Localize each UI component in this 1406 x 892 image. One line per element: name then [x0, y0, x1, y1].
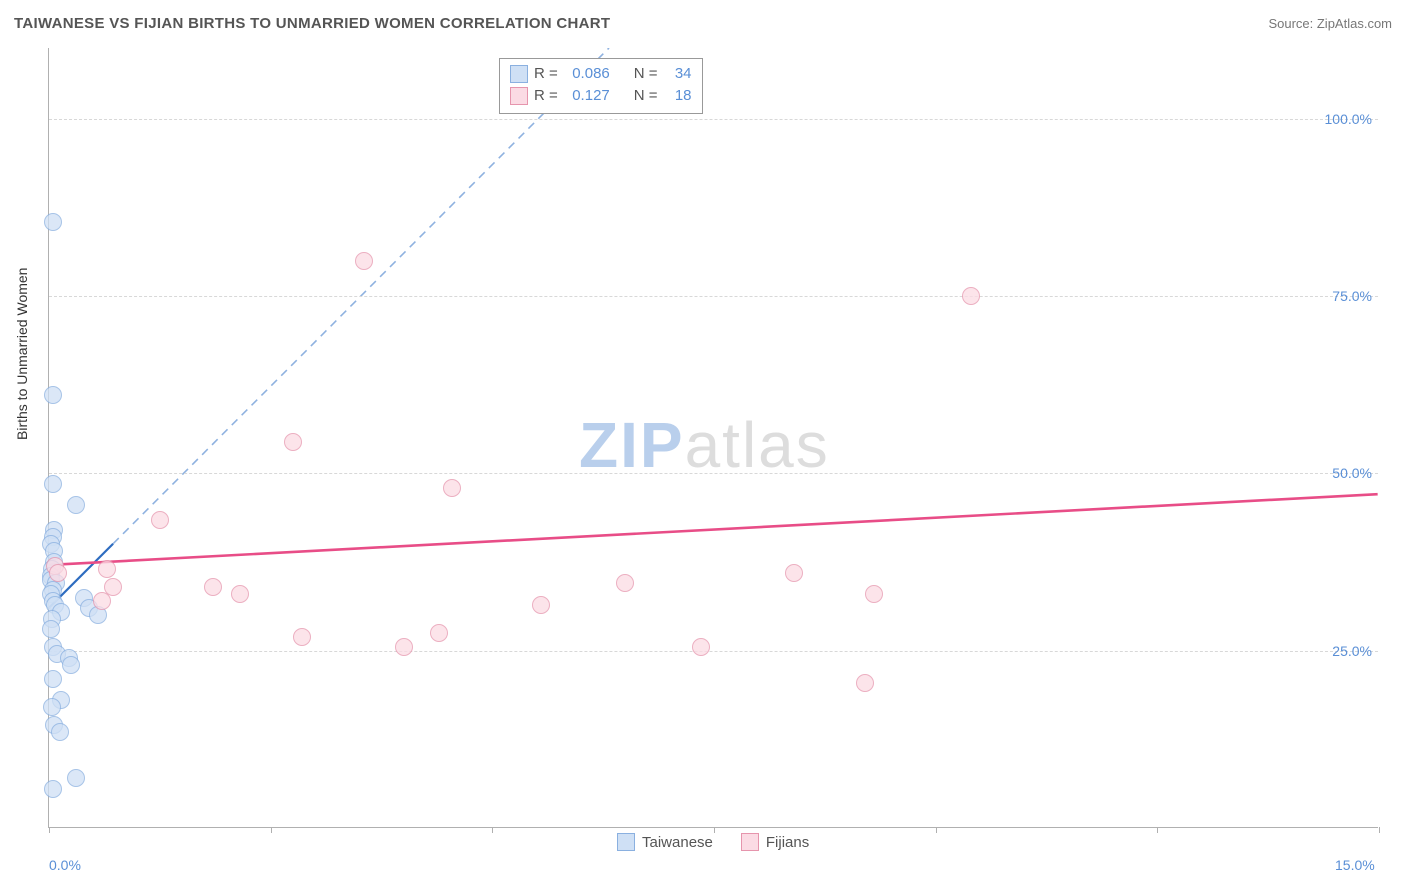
- stats-row: R = 0.086 N = 34: [510, 63, 692, 85]
- bottom-legend: Taiwanese Fijians: [617, 833, 809, 851]
- gridline: [49, 296, 1378, 297]
- data-point: [231, 585, 249, 603]
- data-point: [443, 479, 461, 497]
- y-tick-label: 75.0%: [1332, 288, 1372, 304]
- stat-n-value: 18: [664, 85, 692, 107]
- data-point: [692, 638, 710, 656]
- x-tick-label: 0.0%: [49, 857, 81, 873]
- data-point: [151, 511, 169, 529]
- legend-item: Taiwanese: [617, 833, 713, 851]
- data-point: [785, 564, 803, 582]
- data-point: [865, 585, 883, 603]
- data-point: [98, 560, 116, 578]
- data-point: [293, 628, 311, 646]
- watermark-atlas: atlas: [685, 409, 830, 481]
- data-point: [44, 475, 62, 493]
- data-point: [284, 433, 302, 451]
- data-point: [62, 656, 80, 674]
- stat-r-label: R =: [534, 63, 558, 85]
- data-point: [616, 574, 634, 592]
- data-point: [44, 213, 62, 231]
- gridline: [49, 473, 1378, 474]
- y-axis-title: Births to Unmarried Women: [14, 268, 30, 440]
- data-point: [962, 287, 980, 305]
- data-point: [44, 386, 62, 404]
- data-point: [395, 638, 413, 656]
- gridline: [49, 651, 1378, 652]
- y-tick-label: 50.0%: [1332, 465, 1372, 481]
- stat-r-value: 0.127: [564, 85, 610, 107]
- data-point: [43, 698, 61, 716]
- chart-title: TAIWANESE VS FIJIAN BIRTHS TO UNMARRIED …: [14, 15, 610, 32]
- data-point: [44, 670, 62, 688]
- legend-label: Fijians: [766, 834, 809, 851]
- data-point: [67, 769, 85, 787]
- stat-r-value: 0.086: [564, 63, 610, 85]
- y-tick-label: 25.0%: [1332, 643, 1372, 659]
- data-point: [430, 624, 448, 642]
- x-tick: [1379, 827, 1380, 833]
- data-point: [856, 674, 874, 692]
- data-point: [44, 780, 62, 798]
- stats-legend: R = 0.086 N = 34 R = 0.127 N = 18: [499, 58, 703, 114]
- data-point: [49, 564, 67, 582]
- data-point: [93, 592, 111, 610]
- chart-source: Source: ZipAtlas.com: [1268, 16, 1392, 31]
- x-tick: [1157, 827, 1158, 833]
- stat-r-label: R =: [534, 85, 558, 107]
- x-tick-label: 15.0%: [1335, 857, 1375, 873]
- legend-item: Fijians: [741, 833, 809, 851]
- x-tick: [492, 827, 493, 833]
- y-tick-label: 100.0%: [1325, 111, 1372, 127]
- data-point: [42, 620, 60, 638]
- stat-n-label: N =: [634, 85, 658, 107]
- data-point: [204, 578, 222, 596]
- data-point: [67, 496, 85, 514]
- x-tick: [936, 827, 937, 833]
- plot-area: ZIPatlas R =0.086N =34R =0.127N =18 Taiw…: [48, 48, 1378, 828]
- x-tick: [49, 827, 50, 833]
- data-point: [355, 252, 373, 270]
- gridline: [49, 119, 1378, 120]
- data-point: [532, 596, 550, 614]
- trend-lines: [49, 48, 1378, 827]
- x-tick: [714, 827, 715, 833]
- legend-swatch: [510, 87, 528, 105]
- legend-label: Taiwanese: [642, 834, 713, 851]
- chart-header: TAIWANESE VS FIJIAN BIRTHS TO UNMARRIED …: [0, 0, 1406, 38]
- stat-n-label: N =: [634, 63, 658, 85]
- legend-swatch: [510, 65, 528, 83]
- stats-row: R = 0.127 N = 18: [510, 85, 692, 107]
- legend-swatch: [741, 833, 759, 851]
- stat-n-value: 34: [664, 63, 692, 85]
- data-point: [51, 723, 69, 741]
- legend-swatch: [617, 833, 635, 851]
- x-tick: [271, 827, 272, 833]
- watermark: ZIPatlas: [579, 408, 830, 482]
- watermark-zip: ZIP: [579, 409, 685, 481]
